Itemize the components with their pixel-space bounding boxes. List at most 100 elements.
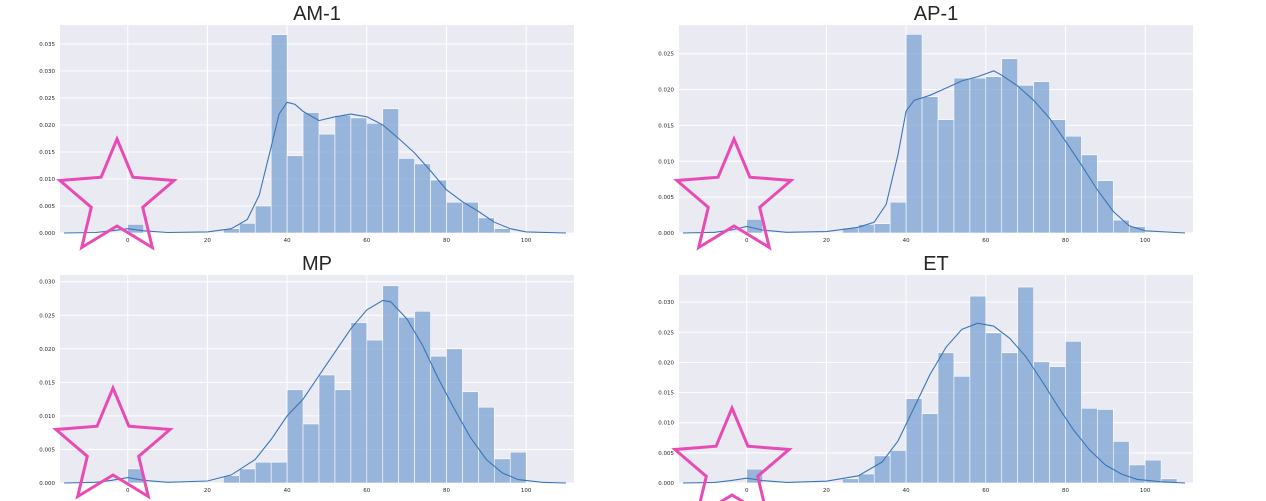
histogram-bar bbox=[509, 451, 527, 484]
x-tick-label: 40 bbox=[284, 238, 291, 244]
chart-title: AM-1 bbox=[293, 3, 341, 25]
kde-line bbox=[63, 101, 567, 234]
x-tick-label: 80 bbox=[1062, 488, 1069, 494]
panel-3: 0.000 0.005 0.010 0.015 0.020 0.025 0.030 0 20 40… bbox=[658, 253, 1193, 501]
x-tick-label: 0 bbox=[745, 488, 749, 494]
panel-2: 0.000 0.005 0.010 0.015 0.020 0.025 0.030 0 20 40… bbox=[39, 253, 574, 500]
y-tick-label: 0.020 bbox=[39, 123, 55, 129]
histogram-bar bbox=[842, 478, 859, 484]
y-tick-label: 0.005 bbox=[658, 195, 674, 201]
histogram-bar bbox=[1049, 366, 1066, 484]
x-tick-label: 80 bbox=[1062, 238, 1069, 244]
histogram-bar bbox=[858, 224, 875, 234]
histogram-bar bbox=[350, 117, 368, 234]
histogram-bar bbox=[985, 76, 1003, 234]
histogram-bar bbox=[286, 389, 304, 484]
y-tick-label: 0.000 bbox=[39, 481, 55, 487]
chart-title: ET bbox=[923, 253, 949, 275]
histogram-bar bbox=[446, 348, 463, 484]
y-tick-label: 0.015 bbox=[39, 380, 55, 386]
histogram-bar bbox=[270, 34, 288, 234]
y-tick-label: 0.015 bbox=[658, 391, 674, 397]
x-tick-label: 0 bbox=[126, 238, 130, 244]
y-tick-label: 0.035 bbox=[39, 42, 55, 48]
x-tick-label: 0 bbox=[745, 238, 749, 244]
x-tick-label: 80 bbox=[443, 238, 450, 244]
histogram-bar bbox=[1049, 119, 1066, 234]
y-tick-label: 0.015 bbox=[39, 150, 55, 156]
histogram-bar bbox=[1144, 459, 1162, 484]
histogram-bar bbox=[889, 450, 907, 484]
histogram-bar bbox=[937, 119, 955, 234]
histogram-bar bbox=[478, 406, 495, 484]
histogram-bar bbox=[905, 34, 923, 234]
y-tick-label: 0.010 bbox=[39, 414, 55, 420]
histogram-bar bbox=[873, 223, 891, 234]
x-tick-label: 60 bbox=[363, 488, 370, 494]
histogram-bar bbox=[430, 355, 447, 484]
histogram-bar bbox=[239, 468, 256, 484]
star-icon bbox=[52, 384, 174, 500]
histogram-bar bbox=[1065, 135, 1082, 234]
y-tick-label: 0.025 bbox=[658, 330, 674, 336]
x-tick-label: 20 bbox=[823, 488, 830, 494]
histogram-bar bbox=[318, 374, 336, 484]
y-tick-label: 0.005 bbox=[39, 204, 55, 210]
x-tick-label: 40 bbox=[903, 488, 910, 494]
histogram-bar bbox=[905, 398, 923, 484]
x-tick-label: 0 bbox=[126, 488, 130, 494]
y-tick-label: 0.010 bbox=[658, 159, 674, 165]
histogram-bar bbox=[478, 217, 495, 234]
histogram-bar bbox=[254, 461, 272, 484]
x-tick-label: 100 bbox=[521, 488, 532, 494]
x-tick-label: 60 bbox=[363, 238, 370, 244]
histogram-bar bbox=[334, 114, 352, 234]
y-tick-label: 0.030 bbox=[39, 280, 55, 286]
histogram-bar bbox=[398, 316, 415, 484]
x-tick-label: 20 bbox=[204, 488, 211, 494]
histogram-bar bbox=[937, 352, 955, 484]
x-tick-label: 60 bbox=[982, 238, 989, 244]
histogram-bar bbox=[254, 205, 272, 234]
y-tick-label: 0.015 bbox=[658, 123, 674, 129]
histogram-bar bbox=[1097, 180, 1114, 234]
histogram-bar bbox=[1065, 341, 1082, 484]
y-tick-label: 0.005 bbox=[39, 447, 55, 453]
kde-line bbox=[63, 299, 567, 484]
histogram-bar bbox=[746, 219, 763, 234]
y-tick-label: 0.000 bbox=[658, 481, 674, 487]
histogram-bar bbox=[1128, 226, 1146, 234]
histogram-bar bbox=[366, 123, 384, 234]
histogram-bar bbox=[1017, 286, 1034, 484]
histogram-bar bbox=[270, 461, 288, 484]
histogram-bar bbox=[1160, 478, 1178, 484]
histogram-bar bbox=[1081, 407, 1098, 484]
y-tick-label: 0.030 bbox=[39, 69, 55, 75]
histogram-bar bbox=[858, 473, 875, 484]
histogram-bar bbox=[302, 112, 320, 234]
histogram-bar bbox=[286, 155, 304, 234]
x-tick-label: 100 bbox=[521, 238, 532, 244]
x-tick-label: 80 bbox=[443, 488, 450, 494]
y-tick-label: 0.010 bbox=[658, 421, 674, 427]
x-tick-label: 60 bbox=[982, 488, 989, 494]
y-tick-label: 0.025 bbox=[658, 52, 674, 58]
x-tick-label: 100 bbox=[1140, 238, 1151, 244]
histogram-bar bbox=[921, 413, 939, 484]
x-tick-label: 20 bbox=[204, 238, 211, 244]
kde-line bbox=[682, 70, 1186, 234]
histogram-bar bbox=[398, 158, 415, 234]
histogram-bar bbox=[302, 423, 320, 484]
x-tick-label: 40 bbox=[903, 238, 910, 244]
panel-0: 0.000 0.005 0.010 0.015 0.020 0.025 0.030 0.035… bbox=[39, 3, 574, 251]
histogram-bar bbox=[382, 285, 399, 484]
star-icon bbox=[673, 135, 795, 251]
histogram-bar bbox=[889, 201, 907, 234]
y-tick-label: 0.020 bbox=[658, 360, 674, 366]
chart-title: AP-1 bbox=[914, 3, 958, 25]
histogram-bar bbox=[953, 375, 971, 484]
histogram-bar bbox=[318, 133, 336, 234]
histogram-bar bbox=[334, 389, 352, 484]
histogram-bar bbox=[1081, 154, 1098, 234]
histogram-bar bbox=[430, 179, 447, 234]
